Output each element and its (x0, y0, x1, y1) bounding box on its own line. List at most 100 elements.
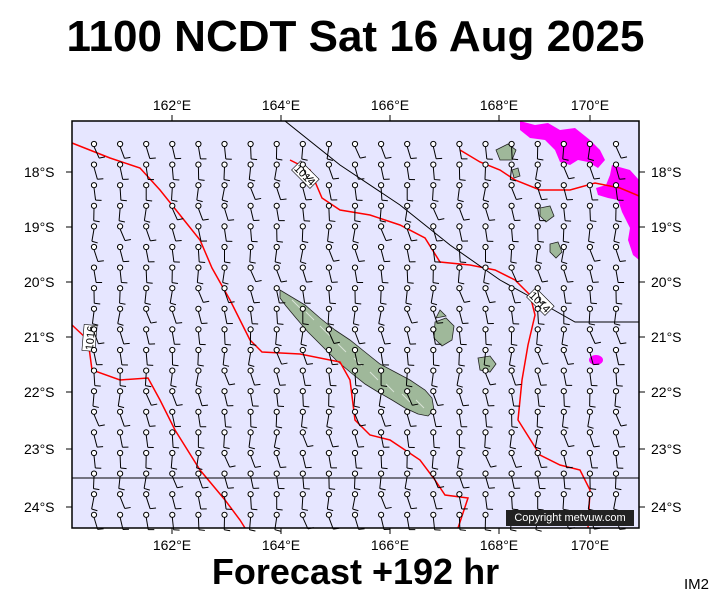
wind-barb (586, 326, 602, 344)
wind-barb (378, 429, 390, 448)
wind-barb (612, 140, 628, 159)
wind-barb (90, 449, 102, 469)
wind-barb (378, 408, 392, 427)
wind-barb (247, 388, 259, 407)
wind-barb (612, 223, 620, 244)
map-title: 1100 NCDT Sat 16 Aug 2025 (66, 12, 645, 61)
wind-barb (534, 408, 544, 429)
wind-barb (169, 202, 184, 221)
wind-barb (325, 449, 337, 469)
wind-barb (560, 429, 575, 448)
lon-label-bottom-170: 170°E (570, 537, 610, 553)
wind-barb (378, 449, 388, 470)
wind-barb (456, 243, 467, 264)
wind-barb (404, 140, 417, 160)
wind-barb (482, 202, 496, 221)
wind-barb (404, 161, 416, 181)
wind-barb (404, 388, 419, 406)
wind-barb (404, 202, 412, 223)
wind-barb (534, 305, 545, 325)
wind-barb (404, 449, 413, 470)
wind-barb (534, 202, 546, 222)
wind-barb (430, 223, 443, 242)
wind-barb (325, 367, 337, 387)
wind-barb (560, 264, 574, 283)
wind-barb (456, 285, 471, 303)
wind-barb (247, 140, 258, 161)
wind-barb (508, 388, 520, 407)
wind-barb (378, 388, 386, 409)
wind-barb (221, 305, 233, 325)
wind-barb (195, 264, 204, 285)
wind-barb (482, 264, 490, 285)
wind-barb (117, 326, 130, 345)
wind-barb (404, 285, 412, 305)
wind-barb (534, 223, 544, 243)
wind-barb (560, 326, 568, 347)
wind-barb (534, 388, 546, 407)
wind-barb (143, 243, 155, 263)
land-masses (279, 143, 563, 417)
wind-barb (534, 264, 549, 283)
wind-barb (508, 470, 521, 489)
wind-barb (273, 449, 287, 469)
wind-barb (378, 470, 386, 491)
wind-barb (586, 202, 597, 222)
wind-barb (325, 388, 335, 408)
wind-barb (534, 161, 542, 182)
wind-barb (612, 470, 622, 491)
lat-label-left-23: 23°S (24, 441, 55, 457)
wind-barb (195, 388, 209, 407)
wind-barb (90, 388, 99, 408)
wind-barb (560, 285, 572, 304)
wind-barb (378, 264, 389, 284)
wind-barb (247, 202, 260, 222)
wind-barb (534, 140, 544, 161)
wind-barb (612, 449, 624, 469)
wind-barb (404, 429, 415, 449)
wind-barb (404, 264, 414, 284)
wind-barb (90, 285, 101, 305)
wind-barb (169, 264, 179, 285)
wind-barb (247, 367, 261, 386)
lat-label-left-19: 19°S (24, 219, 55, 235)
wind-barb (247, 182, 262, 200)
wind-barb (430, 491, 443, 510)
wind-barb (299, 264, 313, 283)
isobar-1016 (71, 324, 246, 529)
wind-barb (586, 470, 597, 490)
wind-barb (221, 326, 232, 346)
wind-barb (273, 346, 288, 365)
wind-barb (143, 388, 158, 406)
wind-barb (456, 449, 464, 470)
wind-barb (560, 388, 571, 408)
wind-barb (612, 264, 625, 283)
wind-barb (299, 408, 308, 429)
wind-barb (456, 470, 470, 489)
wind-barb (143, 202, 151, 223)
wind-barb (221, 243, 231, 264)
wind-barb (482, 243, 492, 264)
wind-barb (456, 429, 466, 449)
wind-barb (90, 243, 104, 262)
wind-barb (169, 140, 182, 160)
lat-label-left-18: 18°S (24, 164, 55, 180)
wind-barb (247, 449, 261, 468)
wind-barb (117, 491, 131, 509)
wind-barb (325, 305, 335, 326)
wind-barb (195, 202, 209, 221)
wind-barb (195, 182, 203, 203)
wind-barb (404, 182, 414, 202)
wind-barb (430, 285, 438, 306)
island-texture (291, 299, 425, 409)
lon-label-top-170: 170°E (570, 97, 610, 113)
wind-barb (351, 305, 360, 326)
wind-barb (273, 223, 283, 243)
wind-barb (351, 346, 364, 366)
wind-barb (117, 285, 126, 305)
wind-barb (221, 429, 230, 450)
wind-barb (195, 223, 208, 242)
wind-barb (612, 388, 621, 408)
lat-label-left-24: 24°S (24, 499, 55, 515)
wind-barb (508, 305, 520, 325)
